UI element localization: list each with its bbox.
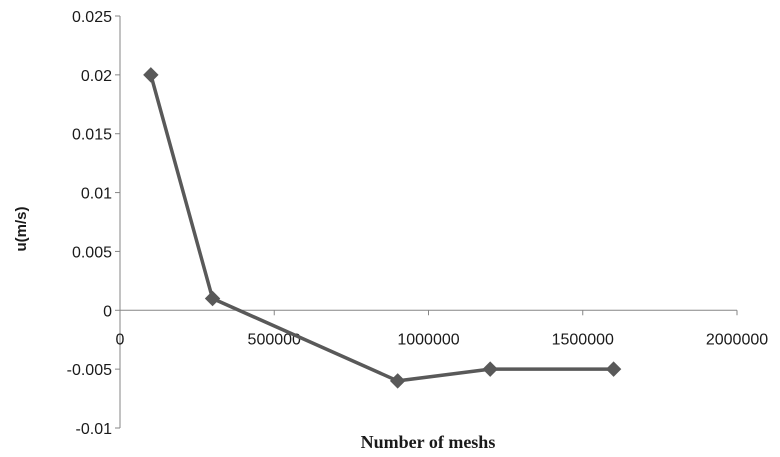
x-tick-label: 1500000 — [552, 331, 614, 348]
y-tick-label: 0.005 — [72, 244, 112, 261]
series-line — [149, 74, 614, 383]
x-tick-label: 0 — [116, 331, 125, 348]
y-tick-label: 0.02 — [81, 68, 112, 85]
y-tick-label: 0 — [103, 303, 112, 320]
y-tick-label: -0.005 — [67, 362, 112, 379]
data-point-marker — [605, 361, 622, 377]
x-axis-title: Number of meshs — [361, 432, 496, 452]
data-point-marker — [204, 290, 221, 307]
data-point-marker — [389, 373, 406, 389]
y-tick-label: 0.01 — [81, 186, 112, 203]
y-tick-label: 0.025 — [72, 9, 112, 26]
y-tick-label: -0.01 — [76, 421, 113, 438]
x-tick-label: 500000 — [248, 331, 301, 348]
y-axis-title: u(m/s) — [13, 206, 30, 251]
x-tick-label: 1000000 — [397, 331, 459, 348]
data-point-marker — [482, 361, 498, 377]
data-point-marker — [143, 67, 159, 83]
series-layer — [143, 67, 622, 389]
x-tick-label: 2000000 — [706, 331, 768, 348]
y-tick-label: 0.015 — [72, 127, 112, 144]
